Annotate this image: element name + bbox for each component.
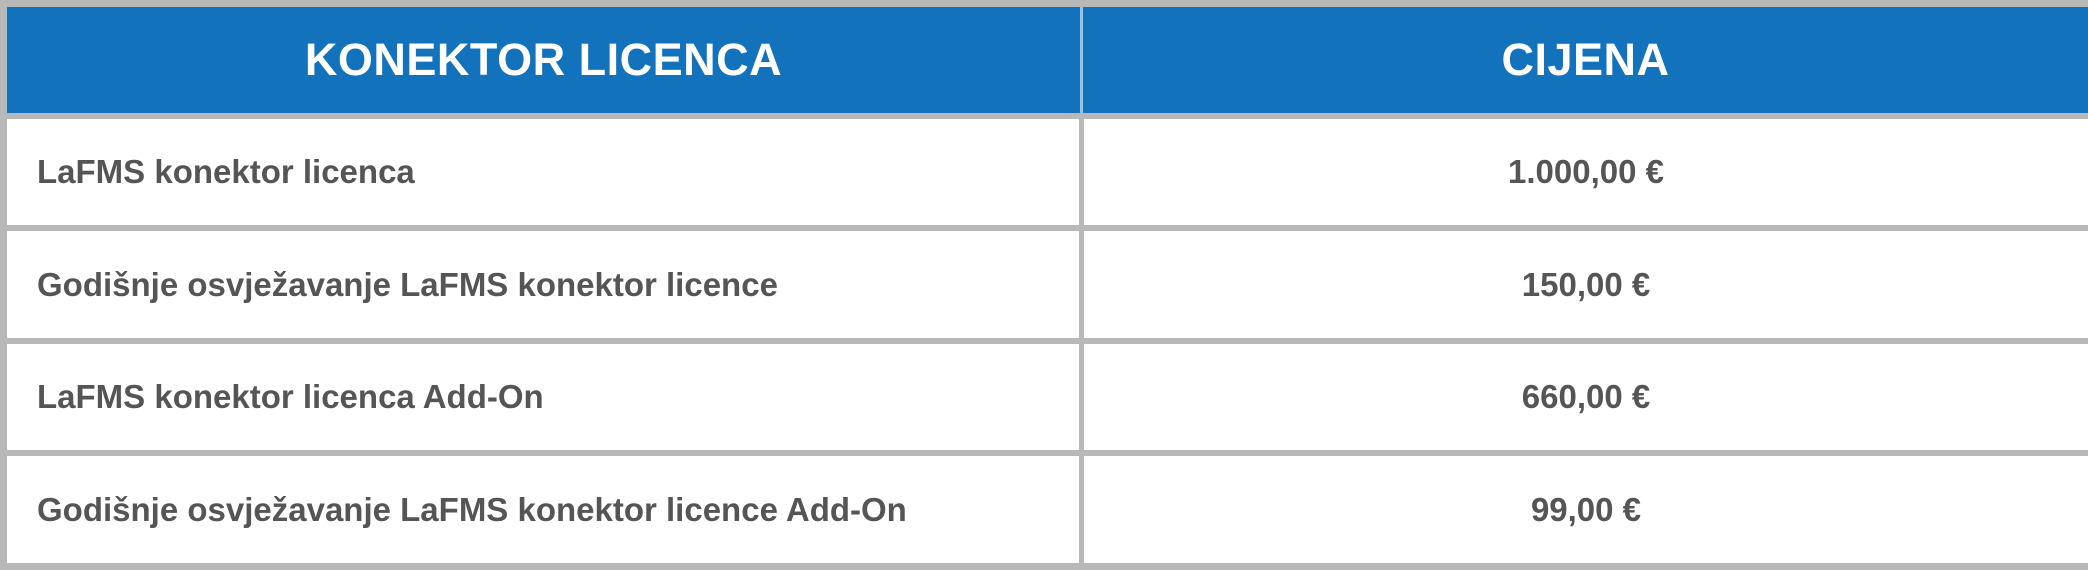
table-row: LaFMS konektor licenca Add-On 660,00 €	[0, 340, 2088, 457]
table-row: Godišnje osvježavanje LaFMS konektor lic…	[0, 453, 2088, 570]
cell-item-name: Godišnje osvježavanje LaFMS konektor lic…	[0, 228, 1084, 344]
table-body: LaFMS konektor licenca 1.000,00 € Godišn…	[0, 116, 2088, 570]
cell-item-price: 660,00 €	[1081, 340, 2088, 457]
cell-item-price: 99,00 €	[1081, 453, 2088, 570]
table-row: LaFMS konektor licenca 1.000,00 €	[0, 116, 2088, 232]
cell-item-price: 1.000,00 €	[1081, 116, 2088, 232]
cell-item-name: LaFMS konektor licenca	[0, 116, 1084, 232]
table-header: KONEKTOR LICENCA CIJENA	[0, 0, 2088, 119]
table-row: Godišnje osvježavanje LaFMS konektor lic…	[0, 228, 2088, 344]
column-header-konektor-licenca: KONEKTOR LICENCA	[0, 0, 1083, 119]
cell-item-name: Godišnje osvježavanje LaFMS konektor lic…	[0, 453, 1084, 570]
cell-item-price: 150,00 €	[1081, 228, 2088, 344]
cell-item-name: LaFMS konektor licenca Add-On	[0, 340, 1084, 457]
column-header-cijena: CIJENA	[1080, 0, 2088, 119]
table-header-row: KONEKTOR LICENCA CIJENA	[0, 0, 2088, 119]
